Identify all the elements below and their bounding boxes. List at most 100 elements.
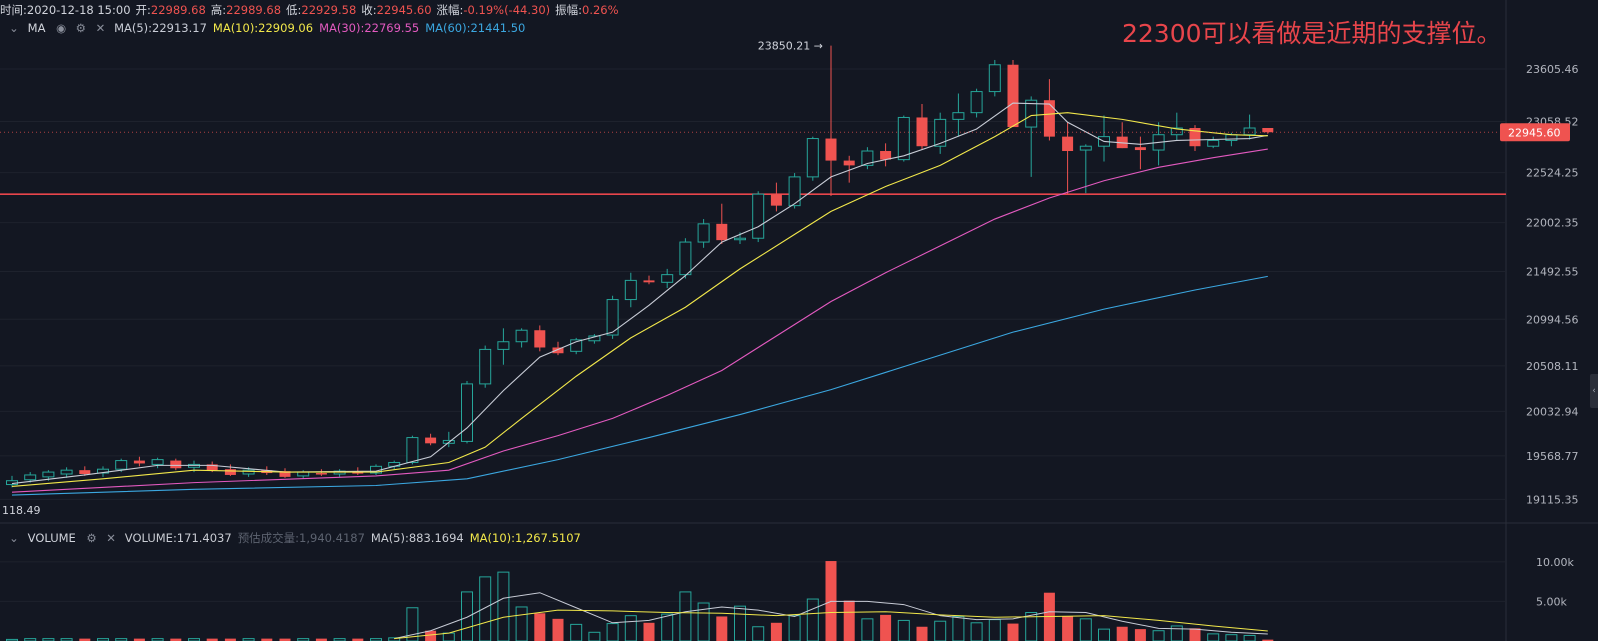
price-tick-label: 20994.56 (1526, 313, 1579, 326)
candle (1062, 122, 1074, 195)
candle (770, 182, 782, 212)
chevron-down-icon[interactable]: ⌄ (9, 21, 19, 35)
candle-body (643, 280, 655, 283)
volume-ma-line (394, 609, 1268, 640)
candle (79, 466, 91, 476)
candle (1007, 59, 1019, 128)
volume-value: MA(5):883.1694 (370, 531, 464, 545)
close-icon[interactable]: ✕ (95, 21, 106, 35)
candle-body (606, 299, 619, 336)
volume-bar (606, 623, 619, 641)
volume-bar (79, 638, 91, 641)
volume-bar (1134, 629, 1146, 641)
candle (24, 472, 37, 483)
close-icon[interactable]: ✕ (106, 531, 116, 545)
volume-bar (370, 638, 382, 641)
candle (988, 59, 1001, 97)
ohlc-label: 高: (210, 3, 227, 17)
chevron-down-icon[interactable]: ⌄ (9, 531, 19, 545)
candle-body (916, 117, 928, 147)
candle-body (515, 329, 528, 343)
candle-body (861, 150, 874, 166)
candle-body (716, 223, 728, 241)
volume-bar (643, 622, 655, 641)
candle (570, 337, 583, 355)
candle-body (1043, 100, 1055, 137)
volume-tick-label: 10.00k (1536, 556, 1574, 569)
candle-body (115, 460, 128, 470)
candle-body (806, 138, 819, 178)
volume-bar (661, 613, 674, 641)
candle (916, 104, 928, 151)
volume-bar (24, 638, 37, 641)
volume-bar (1262, 639, 1274, 641)
candle (952, 93, 965, 137)
ma-line (11, 102, 1268, 485)
candle (224, 464, 236, 476)
volume-bar (952, 615, 965, 641)
candle-body (1079, 145, 1092, 151)
volume-bar (897, 619, 910, 641)
candle (497, 328, 510, 365)
candle (897, 115, 910, 162)
candle (552, 341, 564, 356)
price-axis: 23605.4623058.5222524.2522002.3521492.55… (1526, 63, 1579, 608)
candle (406, 435, 419, 465)
ohlc-label: 涨幅: (436, 3, 464, 17)
candle (1262, 128, 1274, 134)
candle-body (425, 437, 437, 444)
volume-bar (315, 638, 327, 641)
ma-line (11, 275, 1268, 496)
candle-body (624, 279, 637, 301)
candle-body (825, 138, 837, 161)
ohlc-label: 振幅: (555, 3, 582, 17)
volume-bar (1207, 633, 1220, 641)
settings-icon[interactable]: ⚙ (75, 21, 86, 35)
candle-body (315, 473, 327, 475)
volume-bar (224, 638, 236, 641)
candles (6, 45, 1274, 488)
settings-icon[interactable]: ⚙ (86, 531, 97, 545)
candle (970, 88, 983, 118)
candle-body (497, 341, 510, 350)
candle-body (934, 118, 947, 147)
volume-bar (697, 602, 710, 641)
candle-body (661, 274, 674, 283)
candle (825, 45, 837, 197)
price-markers: 23850.21 → 118.49 22945.60 (0, 40, 1570, 517)
candle (534, 325, 546, 352)
price-tick-label: 19568.77 (1526, 450, 1579, 463)
ma-value: MA(60):21441.50 (425, 21, 526, 35)
candle (170, 458, 182, 471)
volume-bar (679, 591, 692, 641)
eye-icon[interactable]: ◉ (56, 21, 67, 35)
candle-body (1243, 127, 1256, 136)
volume-bar (861, 618, 874, 641)
candle-body (479, 348, 492, 385)
volume-bar (934, 620, 947, 641)
volume-legend: ⌄ VOLUME ⚙ ✕ VOLUME:171.4037 预估成交量:1,940.… (8, 531, 593, 545)
volume-bar (279, 638, 291, 641)
volume-value: VOLUME:171.4037 (124, 531, 232, 545)
candle-body (897, 116, 910, 161)
candle (661, 268, 674, 289)
volume-bar (1079, 618, 1092, 641)
collapse-panel-tab[interactable]: ‹ (1590, 374, 1598, 408)
volume-bar (42, 638, 55, 641)
volume-bar (970, 622, 983, 641)
current-price-label: 22945.60 (1508, 126, 1561, 139)
candle (279, 468, 291, 478)
candle (1134, 136, 1146, 170)
price-tick-label: 22002.35 (1526, 217, 1579, 230)
volume-bar (497, 571, 510, 641)
price-tick-label: 20032.94 (1526, 405, 1579, 418)
candle-body (697, 223, 710, 243)
ma-value: MA(5):22913.17 (114, 21, 207, 35)
candle-body (206, 464, 218, 471)
candle (1043, 79, 1055, 141)
candle-body (297, 471, 310, 477)
candle (1189, 125, 1201, 152)
candle-body (988, 64, 1001, 93)
candle (1098, 115, 1110, 162)
